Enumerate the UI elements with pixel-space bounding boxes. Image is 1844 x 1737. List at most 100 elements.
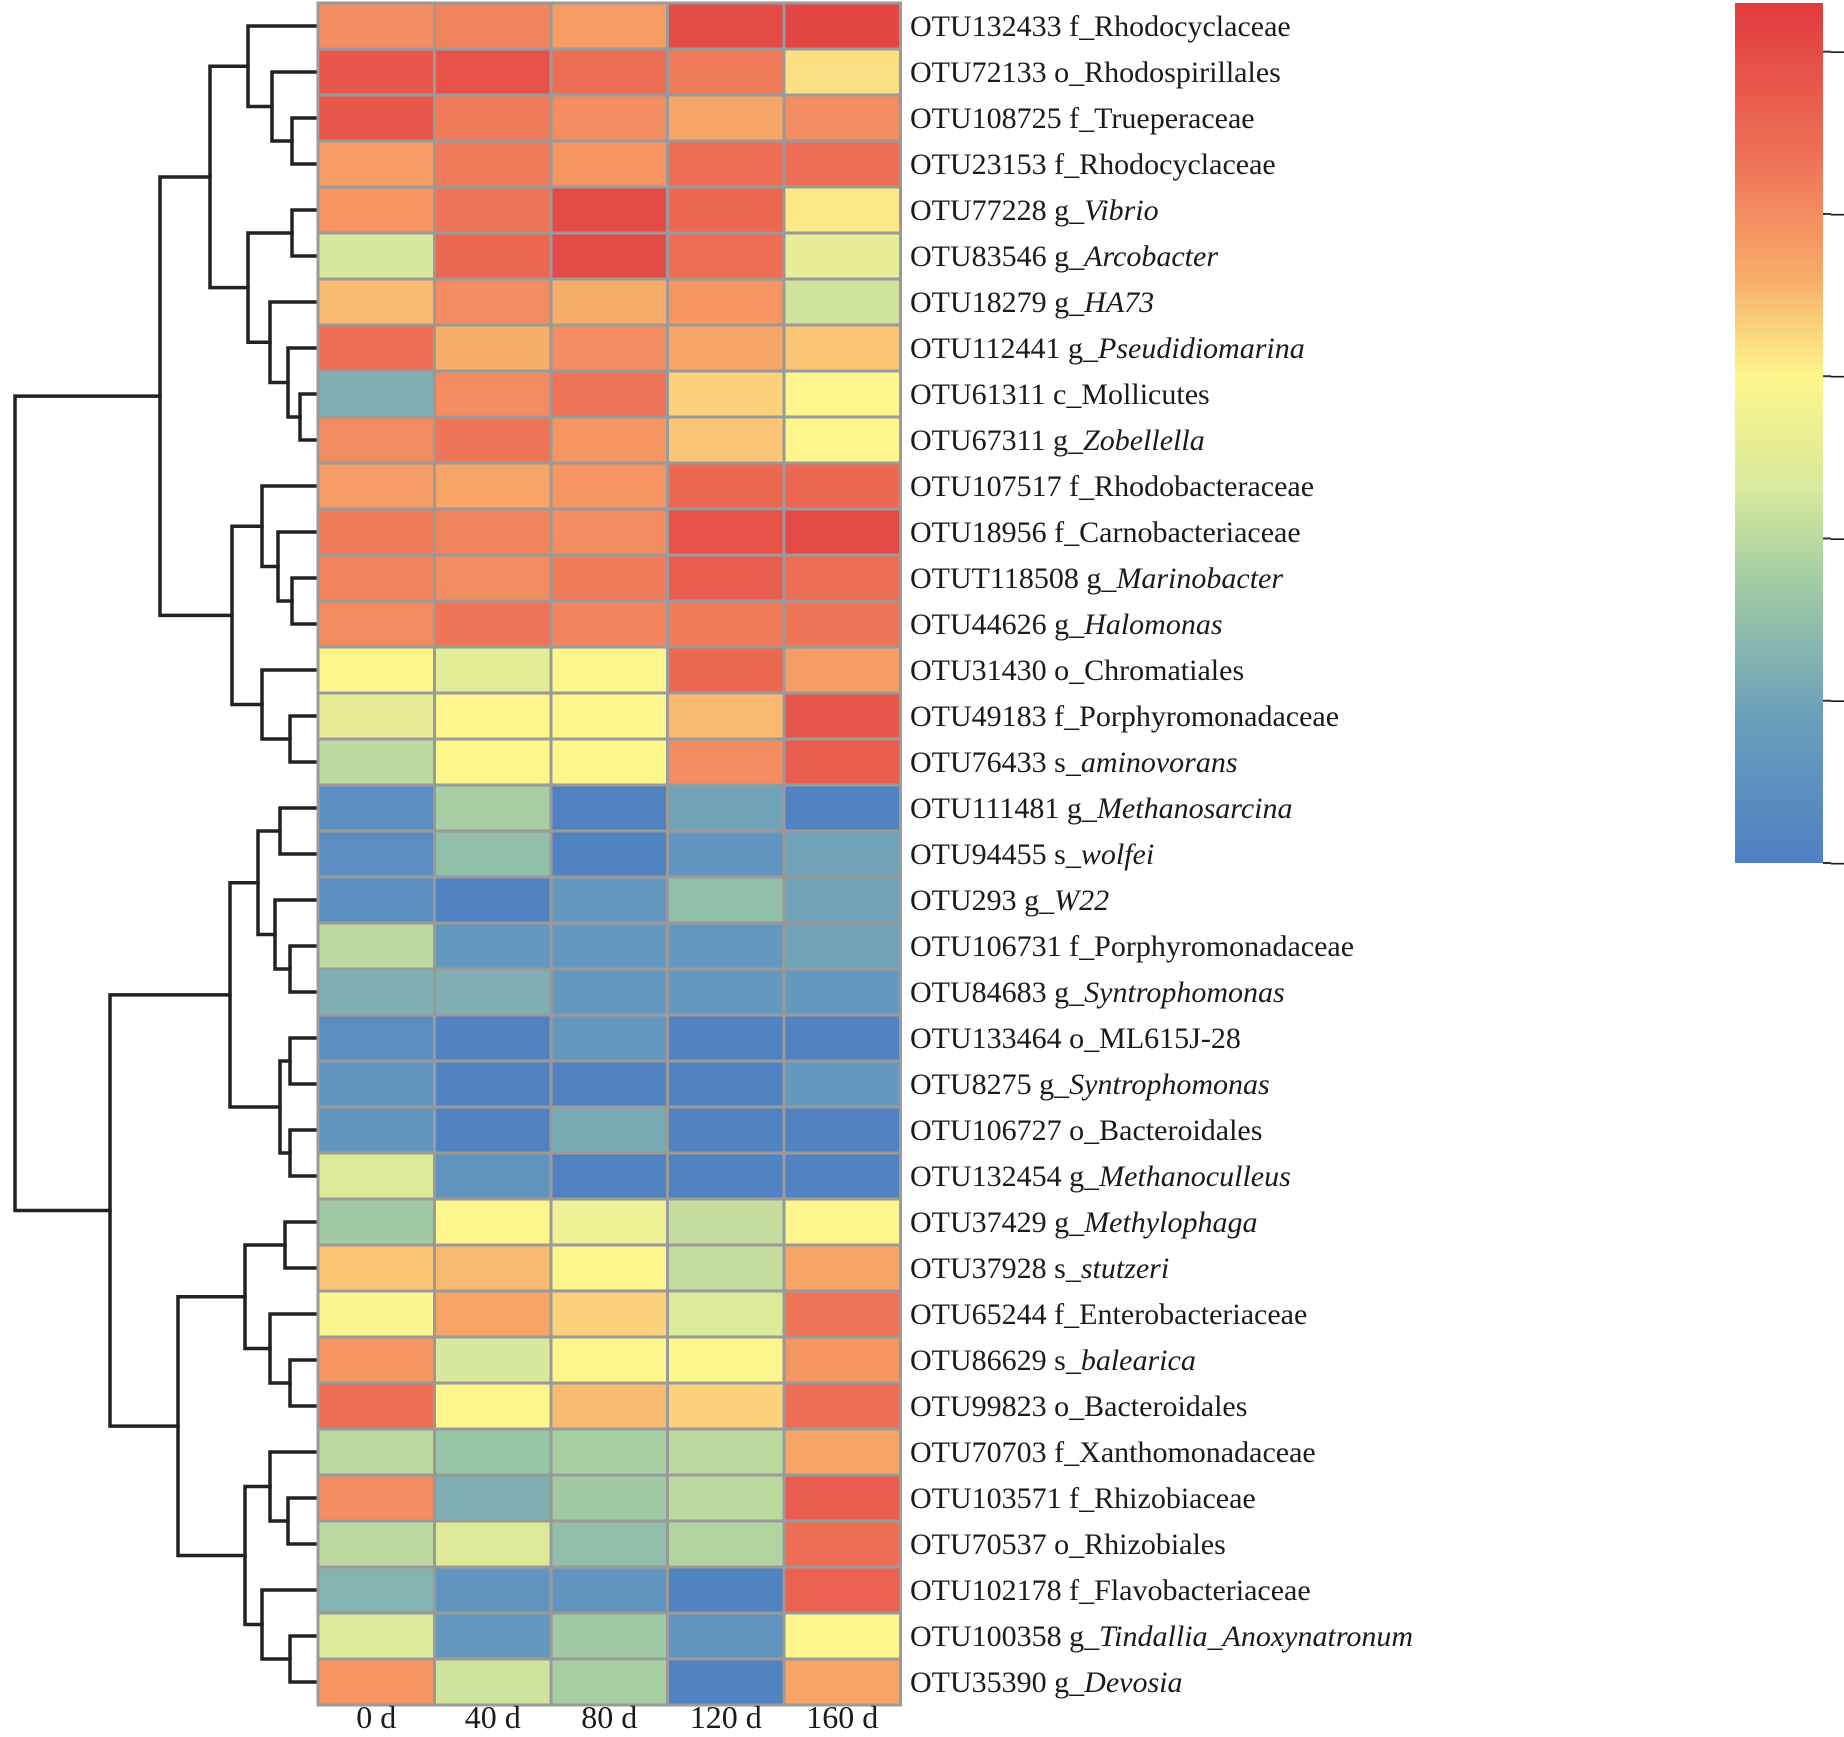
heatmap-cell xyxy=(316,415,436,465)
dendrogram-branch xyxy=(13,394,162,1213)
dendrogram-branch xyxy=(288,944,320,994)
dendrogram-branch xyxy=(288,714,320,764)
heatmap-cell xyxy=(782,829,902,879)
heatmap-cell xyxy=(316,1151,436,1201)
heatmap-cell xyxy=(433,1,553,51)
heatmap-cell xyxy=(549,599,669,649)
heatmap-cell xyxy=(782,1657,902,1707)
heatmap-cell xyxy=(433,185,553,235)
dendrogram-branch xyxy=(278,806,320,856)
heatmap-cell xyxy=(782,921,902,971)
heatmap-cell xyxy=(666,461,786,511)
dendrogram-branch xyxy=(290,576,320,626)
heatmap-cell xyxy=(782,1565,902,1615)
heatmap-cell xyxy=(666,1151,786,1201)
heatmap-cell xyxy=(782,369,902,419)
column-labels: 0 d 40 d 80 d 120 d 160 d xyxy=(356,1699,878,1735)
dendrogram-branch xyxy=(286,346,320,419)
heatmap-cell xyxy=(549,1427,669,1477)
heatmap-cell xyxy=(433,1289,553,1339)
row-label: OTU72133 o_Rhodospirillales xyxy=(910,56,1281,89)
heatmap-cell xyxy=(549,1289,669,1339)
row-label: OTU293 g_W22 xyxy=(910,884,1109,917)
heatmap-cell xyxy=(316,921,436,971)
colorbar-tick-label: −4 xyxy=(1829,521,1844,558)
heatmap-cell xyxy=(666,1611,786,1661)
heatmap-cell xyxy=(316,691,436,741)
dendrogram-branch xyxy=(288,1036,320,1086)
dendrogram-branch xyxy=(230,524,264,707)
heatmap-cell xyxy=(782,185,902,235)
heatmap-cell xyxy=(316,47,436,97)
heatmap-cell xyxy=(666,1105,786,1155)
dendrogram-branch xyxy=(243,1484,272,1627)
heatmap-cell xyxy=(433,1059,553,1109)
heatmap-cell xyxy=(433,1473,553,1523)
heatmap-cell xyxy=(782,1,902,51)
row-label: OTU35390 g_Devosia xyxy=(910,1666,1182,1699)
heatmap-cell xyxy=(316,1427,436,1477)
column-label: 0 d xyxy=(356,1699,396,1735)
row-label: OTU76433 s_aminovorans xyxy=(910,746,1238,779)
dendrogram-branch xyxy=(176,1295,247,1558)
heatmap-cell xyxy=(549,1657,669,1707)
colorbar-gradient xyxy=(1735,3,1823,863)
heatmap-cell xyxy=(666,645,786,695)
colorbar-tick-label: −5 xyxy=(1829,684,1844,721)
row-label: OTU99823 o_Bacteroidales xyxy=(910,1390,1247,1423)
heatmap-cell xyxy=(782,875,902,925)
row-label: OTU100358 g_Tindallia_Anoxynatronum xyxy=(910,1620,1413,1653)
heatmap-cell xyxy=(549,691,669,741)
heatmap-cell xyxy=(549,737,669,787)
heatmap-cell xyxy=(316,599,436,649)
heatmap-cell xyxy=(316,1013,436,1063)
heatmap-cell xyxy=(316,967,436,1017)
heatmap-cell xyxy=(433,1151,553,1201)
heatmap-cell xyxy=(782,967,902,1017)
row-label: OTU84683 g_Syntrophomonas xyxy=(910,976,1285,1009)
row-label: OTU77228 g_Vibrio xyxy=(910,194,1159,227)
column-label: 80 d xyxy=(581,1699,637,1735)
row-label: OTU31430 o_Chromatiales xyxy=(910,654,1244,687)
colorbar-ticks: −1 −2 −3 −4 −5 −6 xyxy=(1823,35,1844,883)
heatmap-cell xyxy=(433,231,553,281)
heatmap-cell xyxy=(316,1335,436,1385)
heatmap-cell xyxy=(666,139,786,189)
heatmap-cell xyxy=(316,1197,436,1247)
row-label: OTU132433 f_Rhodocyclaceae xyxy=(910,10,1291,43)
heatmap-cell xyxy=(549,645,669,695)
heatmap-cell xyxy=(433,1427,553,1477)
heatmap-cell xyxy=(433,507,553,557)
heatmap-cell xyxy=(549,277,669,327)
dendrogram-branch xyxy=(108,993,232,1428)
heatmap-cell xyxy=(782,231,902,281)
dendrogram-branch xyxy=(286,1496,320,1546)
row-label: OTU108725 f_Trueperaceae xyxy=(910,102,1255,135)
heatmap-cell xyxy=(549,1611,669,1661)
heatmap-cell xyxy=(433,645,553,695)
dendrogram-branch xyxy=(268,1450,320,1523)
heatmap-cell xyxy=(433,415,553,465)
row-dendrogram xyxy=(13,24,320,1684)
row-label: OTU83546 g_Arcobacter xyxy=(910,240,1218,273)
heatmap-cell xyxy=(316,277,436,327)
heatmap-cell xyxy=(316,553,436,603)
heatmap-cell xyxy=(433,553,553,603)
heatmap-cell xyxy=(433,323,553,373)
row-label: OTU94455 s_wolfei xyxy=(910,838,1154,871)
heatmap-cell xyxy=(782,277,902,327)
heatmap-cell xyxy=(782,1381,902,1431)
heatmap-cell xyxy=(316,829,436,879)
heatmap-cell xyxy=(433,783,553,833)
heatmap-cell xyxy=(782,1059,902,1109)
row-labels: OTU132433 f_Rhodocyclaceae OTU72133 o_Rho… xyxy=(910,10,1413,1699)
heatmap-cell xyxy=(549,93,669,143)
heatmap-cell xyxy=(549,875,669,925)
heatmap-cell xyxy=(782,507,902,557)
heatmap-cell xyxy=(666,921,786,971)
heatmap-cell xyxy=(316,1289,436,1339)
heatmap-cell xyxy=(433,277,553,327)
row-label: OTU112441 g_Pseudidiomarina xyxy=(910,332,1305,365)
heatmap-cell xyxy=(316,139,436,189)
heatmap-cell xyxy=(316,507,436,557)
